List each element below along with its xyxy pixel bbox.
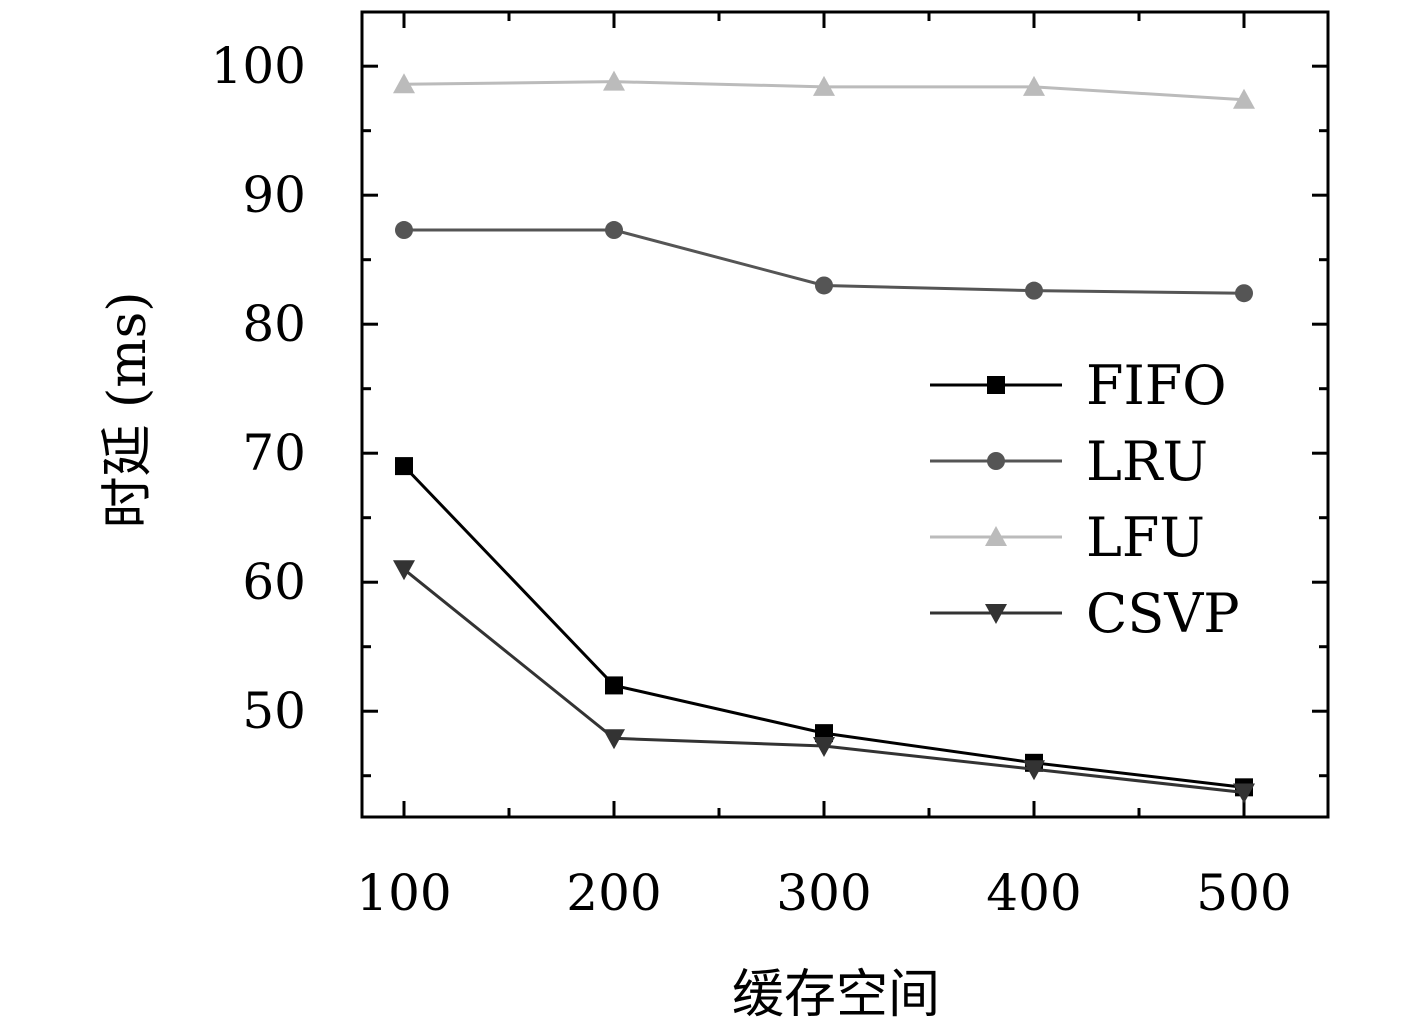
series-lfu [393, 70, 1255, 109]
y-tick-label: 60 [242, 553, 306, 611]
legend-item-csvp: CSVP [930, 582, 1240, 645]
data-point-fifo [605, 676, 623, 695]
data-point-lfu [603, 70, 625, 91]
data-point-csvp [813, 737, 835, 758]
data-point-lru [1235, 284, 1253, 303]
x-tick-label: 500 [1196, 864, 1291, 922]
y-tick-label: 80 [242, 295, 306, 353]
data-point-fifo [395, 457, 413, 476]
y-tick-label: 90 [242, 166, 306, 224]
data-point-lru [605, 221, 623, 240]
data-point-lfu [1233, 88, 1255, 109]
legend-marker-csvp [985, 604, 1007, 624]
data-point-lru [395, 221, 413, 240]
legend-item-lru: LRU [930, 430, 1208, 493]
x-tick-label: 400 [986, 864, 1081, 922]
y-tick-label: 100 [211, 37, 306, 95]
legend-marker-fifo [987, 376, 1005, 394]
legend-item-fifo: FIFO [930, 354, 1227, 417]
y-axis-title: 时延 (ms) [98, 291, 158, 528]
legend-label-fifo: FIFO [1086, 354, 1227, 417]
plot-frame [360, 10, 1330, 819]
data-point-lru [815, 276, 833, 295]
legend-label-csvp: CSVP [1086, 582, 1240, 645]
series-lru [395, 221, 1253, 303]
legend-item-lfu: LFU [930, 506, 1205, 569]
y-tick-label: 70 [242, 424, 306, 482]
legend-marker-lfu [985, 526, 1007, 546]
series-csvp [393, 560, 1255, 804]
tick-labels: 100 200 300 400 500 50 60 70 80 90 100 [211, 37, 1292, 922]
data-point-csvp [1233, 783, 1255, 804]
data-point-lfu [393, 73, 415, 94]
data-point-csvp [603, 729, 625, 750]
legend-marker-lru [987, 452, 1005, 470]
x-axis-title: 缓存空间 [732, 965, 940, 1025]
legend-label-lfu: LFU [1086, 506, 1205, 569]
legend-label-lru: LRU [1086, 430, 1208, 493]
x-tick-label: 200 [566, 864, 661, 922]
series-layer [393, 70, 1255, 804]
data-point-csvp [393, 560, 415, 581]
data-point-lru [1025, 281, 1043, 300]
data-point-csvp [1023, 760, 1045, 781]
data-point-lfu [813, 75, 835, 96]
legend: FIFO LRU LFU CSVP [930, 354, 1240, 645]
y-tick-label: 50 [242, 682, 306, 740]
x-tick-label: 300 [776, 864, 871, 922]
data-point-lfu [1023, 75, 1045, 96]
x-tick-label: 100 [356, 864, 451, 922]
